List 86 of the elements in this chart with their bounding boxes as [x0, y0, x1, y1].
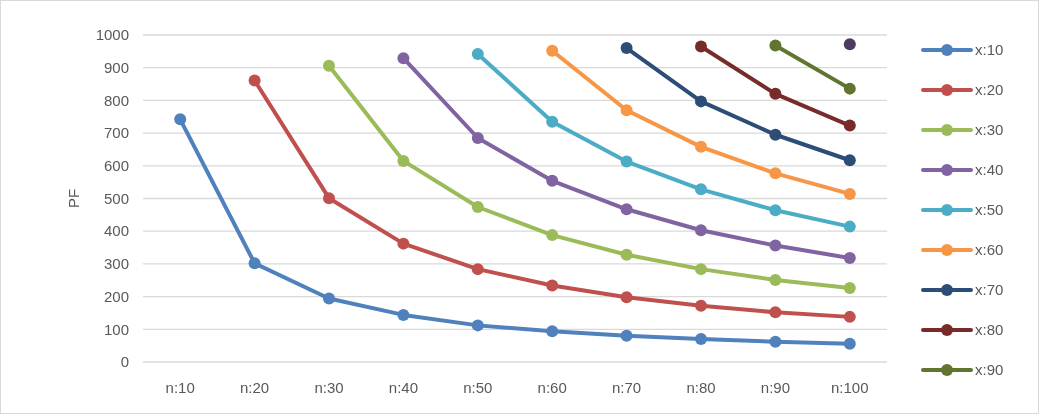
- point: [471, 132, 484, 145]
- point: [397, 52, 410, 65]
- point: [843, 187, 856, 200]
- point: [546, 174, 559, 187]
- legend-label: x:90: [975, 361, 1004, 379]
- point: [695, 333, 707, 346]
- point: [695, 263, 707, 276]
- point: [620, 104, 633, 117]
- point: [769, 306, 782, 319]
- point: [546, 229, 559, 242]
- y-tick-label: 700: [103, 124, 129, 142]
- y-tick-label: 500: [103, 189, 129, 207]
- point: [546, 115, 559, 128]
- y-tick-label: 600: [103, 157, 129, 175]
- point: [397, 237, 410, 250]
- legend-label: x:60: [975, 241, 1004, 259]
- legend-label: x:40: [975, 161, 1004, 179]
- point: [769, 167, 782, 180]
- point: [695, 183, 707, 196]
- legend-label: x:70: [975, 281, 1004, 299]
- x-tick-label: n:60: [537, 379, 567, 396]
- x-tick-label: n:50: [463, 379, 493, 396]
- point: [769, 335, 782, 348]
- point: [620, 248, 633, 261]
- point: [546, 44, 559, 57]
- y-tick-label: 200: [103, 287, 129, 305]
- point: [695, 140, 707, 153]
- point: [843, 38, 856, 51]
- point: [843, 154, 856, 167]
- point: [323, 59, 335, 72]
- point: [397, 308, 410, 321]
- x-tick-label: n:40: [388, 379, 418, 396]
- point: [843, 337, 856, 350]
- point: [695, 40, 707, 53]
- legend-label: x:10: [975, 41, 1004, 59]
- legend-label: x:20: [975, 81, 1004, 99]
- y-tick-label: 900: [103, 58, 129, 76]
- point: [620, 42, 633, 55]
- y-tick-label: 300: [103, 255, 129, 273]
- y-tick-label: 800: [103, 91, 129, 109]
- point: [248, 257, 261, 270]
- y-tick-label: 1000: [95, 26, 129, 44]
- x-tick-label: n:80: [686, 379, 716, 396]
- point: [471, 47, 484, 60]
- x-tick-label: n:100: [831, 379, 869, 396]
- point: [174, 113, 187, 126]
- point: [471, 201, 484, 213]
- x-tick-label: n:20: [240, 379, 270, 396]
- point: [769, 128, 782, 141]
- point: [546, 279, 559, 292]
- point: [769, 239, 782, 252]
- y-axis-title: PF: [65, 188, 82, 209]
- point: [695, 299, 707, 312]
- point: [843, 282, 856, 295]
- point: [769, 273, 782, 286]
- point: [323, 192, 335, 205]
- point: [323, 292, 335, 305]
- point: [695, 95, 707, 108]
- point: [769, 87, 782, 100]
- point: [695, 224, 707, 237]
- point: [620, 329, 633, 342]
- legend-label: x:30: [975, 121, 1004, 139]
- y-tick-label: 100: [103, 320, 129, 338]
- point: [471, 319, 484, 332]
- point: [769, 39, 782, 52]
- point: [843, 119, 856, 132]
- point: [620, 291, 633, 304]
- y-tick-label: 0: [120, 353, 129, 371]
- point: [620, 203, 633, 216]
- x-tick-label: n:10: [165, 379, 195, 396]
- point: [843, 82, 856, 95]
- x-tick-label: n:70: [612, 379, 642, 396]
- point: [843, 310, 856, 323]
- legend-label: x:80: [975, 321, 1004, 339]
- point: [546, 325, 559, 338]
- point: [843, 252, 856, 265]
- point: [769, 204, 782, 217]
- point: [620, 155, 633, 168]
- point: [471, 263, 484, 276]
- point: [843, 220, 856, 233]
- point: [397, 154, 410, 167]
- y-tick-label: 400: [103, 222, 129, 240]
- point: [248, 74, 261, 87]
- x-tick-label: n:30: [314, 379, 344, 396]
- legend-label: x:50: [975, 201, 1004, 219]
- x-tick-label: n:90: [760, 379, 790, 396]
